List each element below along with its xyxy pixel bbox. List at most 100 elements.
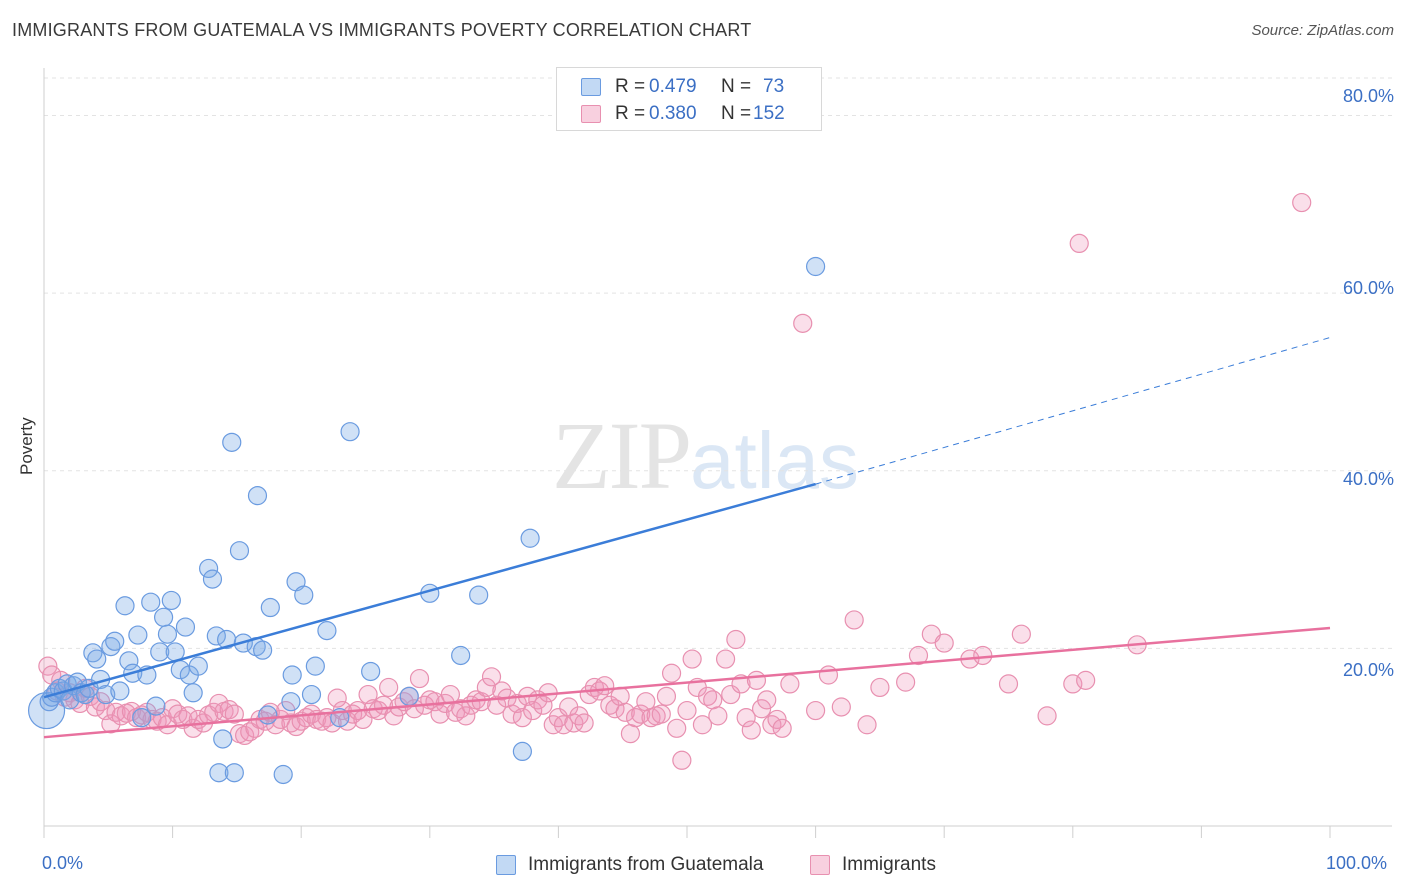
series-legend: Immigrants from Guatemala Immigrants [0, 852, 1406, 878]
immigrants-point [235, 725, 255, 746]
guatemala-point [399, 686, 419, 706]
immigrants-point [121, 701, 142, 722]
guatemala-point [520, 528, 540, 548]
immigrants-point [934, 633, 954, 653]
immigrants-point [1037, 706, 1057, 726]
immigrants-point [715, 649, 736, 669]
y-tick-label-40: 40.0% [1342, 469, 1394, 489]
immigrants-point [762, 715, 782, 735]
immigrants-point [106, 702, 126, 722]
immigrants-point [512, 708, 532, 728]
guatemala-point [260, 597, 280, 618]
immigrants-point [656, 686, 677, 706]
immigrants-point [574, 713, 594, 733]
legend-label-immigrants: Immigrants [842, 854, 936, 875]
immigrants-point [1069, 233, 1089, 254]
guatemala-point [451, 645, 471, 666]
immigrants-point [973, 645, 993, 666]
guatemala-point [146, 696, 166, 716]
legend-swatch-blue [496, 855, 516, 875]
guatemala-point [132, 708, 152, 728]
r-value: 0.380 [649, 103, 697, 124]
n-label: N = [721, 76, 752, 97]
immigrants-point [595, 676, 615, 696]
guatemala-point [206, 626, 226, 646]
immigrants-point [667, 718, 687, 738]
guatemala-point [183, 683, 203, 703]
guatemala-point [305, 656, 325, 676]
watermark-zip: ZIP [552, 402, 692, 509]
x-tick-label-100: 100.0% [1326, 853, 1388, 873]
guatemala-point [161, 590, 181, 611]
immigrants-point [692, 715, 713, 735]
guatemala-point [258, 705, 278, 725]
immigrants-point [1011, 624, 1031, 644]
immigrants-point [703, 690, 723, 710]
immigrants-point [708, 706, 728, 726]
immigrants-point [831, 697, 851, 717]
guatemala-point [340, 422, 360, 442]
legend-row-guatemala: R = 0.479 N = 73 [581, 75, 784, 99]
immigrants-point [265, 715, 286, 735]
guatemala-point [301, 684, 322, 705]
guatemala-point [96, 684, 116, 705]
n-label: N = [721, 103, 752, 124]
immigrants-point [998, 674, 1019, 694]
immigrants-point [767, 709, 787, 730]
immigrants-point [111, 706, 131, 726]
guatemala-point [469, 585, 489, 605]
guatemala-point [361, 661, 381, 682]
legend-row-immigrants: R = 0.380 N = 152 [581, 102, 785, 126]
immigrants-point [908, 645, 929, 666]
immigrants-point [523, 700, 543, 721]
immigrants-point [615, 702, 635, 722]
guatemala-point [188, 656, 208, 676]
immigrants-point [605, 699, 625, 719]
guatemala-point [317, 621, 337, 641]
watermark-atlas: atlas [690, 416, 859, 505]
immigrants-point [85, 697, 106, 717]
guatemala-point [209, 763, 229, 783]
legend-item-guatemala: Immigrants from Guatemala [496, 854, 763, 876]
immigrants-point [379, 677, 399, 698]
immigrants-point [101, 714, 121, 734]
guatemala-point [101, 637, 121, 657]
n-value: 73 [763, 76, 785, 97]
immigrants-point [805, 700, 826, 721]
legend-label-guatemala: Immigrants from Guatemala [528, 854, 764, 875]
immigrants-point [896, 672, 916, 692]
immigrants-point [456, 706, 476, 726]
legend-swatch-pink [810, 855, 830, 875]
immigrants-point [726, 629, 746, 650]
immigrants-point [818, 665, 839, 685]
chart-title: IMMIGRANTS FROM GUATEMALA VS IMMIGRANTS … [12, 20, 752, 40]
guatemala-point [141, 592, 161, 612]
guatemala-point [253, 640, 273, 660]
immigrants-point [430, 704, 450, 724]
watermark: ZIPatlas [552, 400, 859, 511]
immigrants-point [1076, 670, 1096, 690]
guatemala-point [202, 569, 223, 589]
immigrants-point [661, 663, 682, 683]
immigrants-point [409, 668, 430, 689]
immigrants-point [780, 674, 800, 694]
guatemala-point [175, 617, 196, 637]
correlation-legend: R = 0.479 N = 73 R = 0.380 N = 152 [556, 67, 822, 131]
guatemala-point [294, 585, 314, 605]
guatemala-point [282, 665, 302, 685]
n-value: 152 [753, 103, 785, 124]
guatemala-point [150, 642, 170, 662]
guatemala-point [222, 432, 242, 452]
immigrants-point [757, 690, 777, 710]
guatemala-point [213, 729, 233, 749]
guatemala-point [805, 256, 826, 277]
guatemala-point [281, 692, 301, 712]
immigrants-point [793, 313, 813, 333]
immigrants-point [672, 750, 692, 770]
immigrants-point [772, 718, 792, 738]
immigrants-point [240, 722, 260, 742]
immigrants-trend-line [43, 626, 1331, 739]
r-label: R = [615, 76, 646, 97]
guatemala-point [128, 625, 148, 645]
